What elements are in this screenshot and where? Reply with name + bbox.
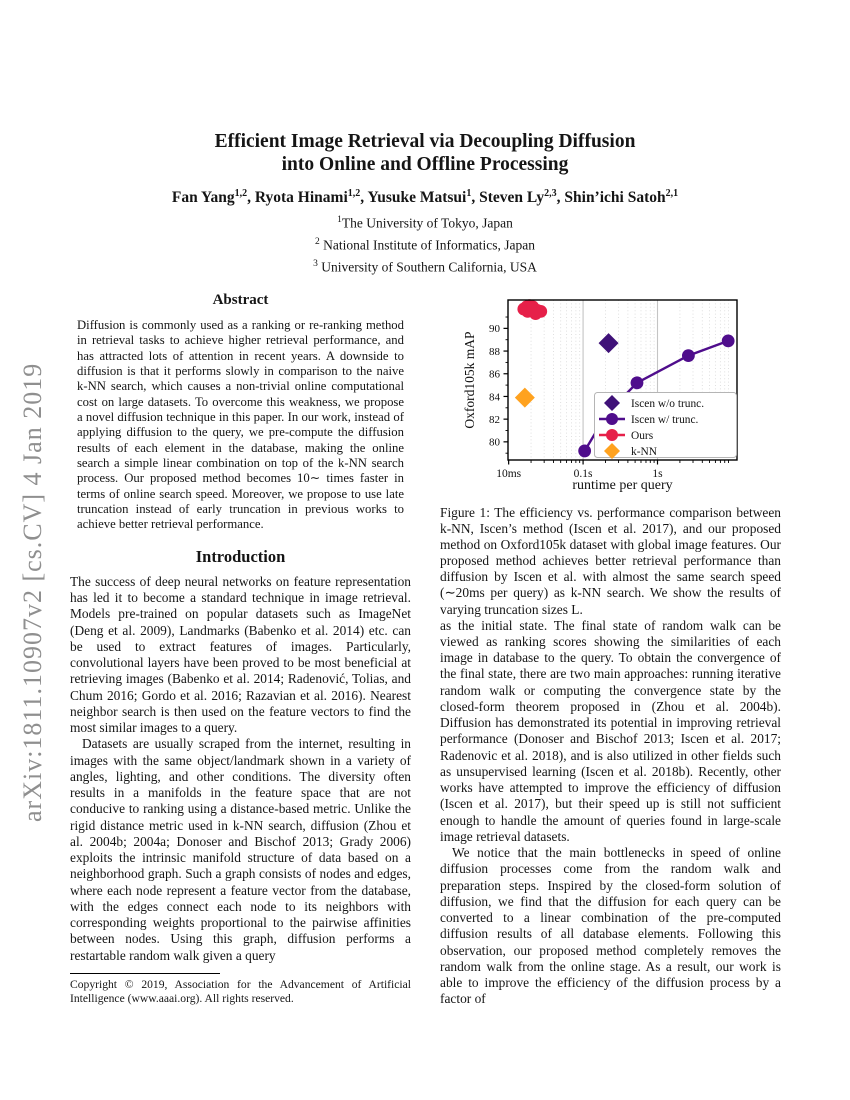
author-name: Fan Yang — [171, 189, 235, 207]
chart-y-tick-label: 82 — [489, 414, 500, 426]
chart-marker-diamond — [514, 387, 535, 408]
legend-marker-circle — [606, 413, 618, 425]
chart-y-axis-title: Oxford105k mAP — [462, 331, 477, 428]
paper-title-line2: into Online and Offline Processing — [281, 154, 569, 175]
chart-marker-circle — [681, 349, 695, 363]
author-name: Steven Ly — [479, 189, 545, 207]
chart-y-tick-label: 90 — [489, 323, 501, 335]
chart-x-tick-label: 1s — [652, 468, 663, 480]
legend-marker-diamond — [604, 443, 620, 459]
chart-y-tick-label: 84 — [489, 391, 501, 403]
introduction-heading: Introduction — [195, 546, 286, 566]
chart-y-tick-label: 88 — [489, 346, 501, 358]
legend-label: Iscen w/ trunc. — [631, 414, 699, 426]
legend-label: Iscen w/o trunc. — [631, 398, 704, 410]
author-name: Ryota Hinami — [254, 189, 348, 207]
author-affil-sup: 2,1 — [665, 188, 679, 199]
paper-title-line1: Efficient Image Retrieval via Decoupling… — [214, 131, 636, 152]
author-affil-sup: 1 — [466, 188, 472, 199]
chart-marker-diamond — [598, 333, 619, 354]
affiliation-sup: 2 — [315, 237, 320, 248]
legend-marker-circle — [606, 429, 618, 441]
author-affil-sup: 1,2 — [347, 188, 361, 199]
intro-paragraph-2: Datasets are usually scraped from the in… — [70, 736, 411, 963]
author-affil-sup: 2,3 — [544, 188, 557, 199]
right-column: 80 82 84 86 88 90 10ms 0.1s 1s runtime per query O… — [440, 292, 781, 1008]
chart-y-tick-label: 86 — [489, 369, 501, 381]
paper-header: Efficient Image Retrieval via Decoupling… — [0, 130, 850, 277]
author-name: Shin’ichi Satoh — [564, 189, 666, 207]
legend-label: Ours — [631, 430, 654, 442]
chart-y-tick-label: 80 — [489, 437, 501, 449]
legend-marker-diamond — [604, 395, 620, 411]
arxiv-watermark: arXiv:1811.10907v2 [cs.CV] 4 Jan 2019 — [18, 362, 47, 822]
right-paragraph-2: We notice that the main bottlenecks in s… — [440, 845, 781, 1007]
chart-x-tick-label: 10ms — [496, 468, 521, 480]
authors-line: Fan Yang1,2, Ryota Hinami1,2, Yusuke Mat… — [171, 188, 679, 207]
figure-1: 80 82 84 86 88 90 10ms 0.1s 1s runtime per query O… — [440, 292, 781, 494]
author-name: Yusuke Matsui — [367, 189, 467, 207]
legend-label: k-NN — [631, 446, 657, 458]
affiliations-block: 1The University of Tokyo, Japan 2 Nationa… — [0, 211, 850, 277]
author-affil-sup: 1,2 — [234, 188, 248, 199]
chart-marker-circle — [630, 376, 644, 390]
left-column: Abstract Diffusion is commonly used as a… — [70, 292, 411, 1006]
chart-border — [507, 299, 738, 461]
paper-title: Efficient Image Retrieval via Decoupling… — [0, 130, 850, 176]
abstract-heading: Abstract — [212, 292, 269, 308]
footnote-rule — [70, 972, 220, 974]
chart-marker-circle — [721, 334, 735, 348]
chart-marker-circle — [578, 444, 592, 458]
affiliation-sup: 3 — [313, 259, 318, 270]
intro-paragraph-1: The success of deep neural networks on f… — [70, 573, 411, 736]
chart-x-tick-label: 0.1s — [574, 468, 593, 480]
abstract-text: Diffusion is commonly used as a ranking … — [77, 318, 404, 532]
copyright-footnote: Copyright © 2019, Association for the Ad… — [70, 977, 411, 1005]
figure-1-caption: Figure 1: The efficiency vs. performance… — [440, 505, 781, 617]
affiliation-line: 1The University of Tokyo, Japan — [337, 215, 513, 231]
chart-legend-box — [594, 392, 737, 458]
chart-marker-circle — [529, 307, 542, 321]
affiliation-line: 3 University of Southern California, USA — [313, 259, 537, 275]
chart-x-axis-title: runtime per query — [572, 478, 672, 493]
affiliation-line: 2 National Institute of Informatics, Jap… — [315, 237, 535, 253]
right-paragraph-1: as the initial state. The final state of… — [440, 617, 781, 844]
affiliation-sup: 1 — [337, 215, 342, 226]
